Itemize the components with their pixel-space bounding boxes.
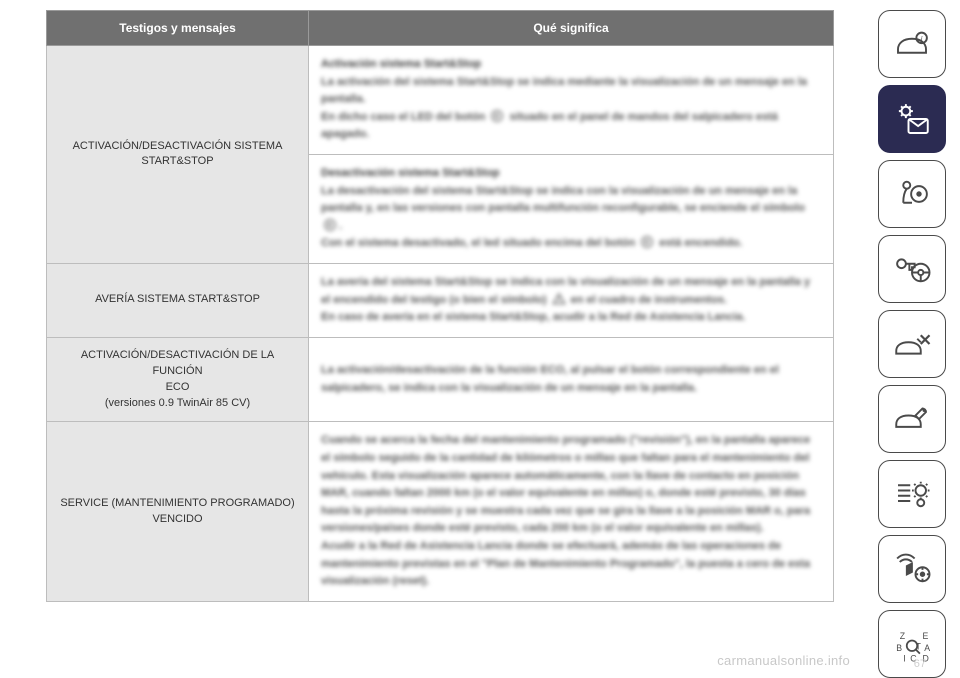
table-row-label: SERVICE (MANTENIMIENTO PROGRAMADO)VENCID… <box>47 422 309 601</box>
warnings-table: Testigos y mensajes Qué significa ACTIVA… <box>46 10 834 602</box>
warning-lights-icon[interactable] <box>878 85 946 153</box>
maintenance-icon[interactable] <box>878 385 946 453</box>
alphabet-index-icon[interactable]: ZEBAICDT <box>878 610 946 678</box>
svg-text:Z: Z <box>900 631 906 641</box>
svg-text:I: I <box>903 654 905 664</box>
svg-text:A: A <box>924 643 930 653</box>
start-stop-icon <box>640 235 654 249</box>
svg-text:E: E <box>923 631 929 641</box>
sidebar-nav: iZEBAICDT <box>878 10 946 678</box>
key-steering-icon[interactable] <box>878 235 946 303</box>
media-nav-icon[interactable] <box>878 535 946 603</box>
svg-text:i: i <box>921 34 923 43</box>
settings-list-icon[interactable] <box>878 460 946 528</box>
table-row-label: ACTIVACIÓN/DESACTIVACIÓN SISTEMASTART&ST… <box>47 46 309 264</box>
table-row-content: La avería del sistema Start&Stop se indi… <box>309 263 834 337</box>
start-stop-icon <box>323 218 337 232</box>
table-row-content: Activación sistema Start&StopLa activaci… <box>309 46 834 155</box>
airbag-icon[interactable] <box>878 160 946 228</box>
start-stop-icon <box>490 109 504 123</box>
content-area: Testigos y mensajes Qué significa ACTIVA… <box>46 10 834 602</box>
table-row-label: AVERÍA SISTEMA START&STOP <box>47 263 309 337</box>
footer-url: carmanualsonline.info <box>717 653 850 668</box>
svg-text:B: B <box>896 643 902 653</box>
info-icon[interactable]: i <box>878 10 946 78</box>
collision-icon[interactable] <box>878 310 946 378</box>
col-header-right: Qué significa <box>309 11 834 46</box>
table-row-content: La activación/desactivación de la funció… <box>309 337 834 422</box>
table-row-content: Cuando se acerca la fecha del mantenimie… <box>309 422 834 601</box>
col-header-left: Testigos y mensajes <box>47 11 309 46</box>
table-row-content: Desactivación sistema Start&StopLa desac… <box>309 154 834 263</box>
table-row-label: ACTIVACIÓN/DESACTIVACIÓN DE LA FUNCIÓNEC… <box>47 337 309 422</box>
page-number: 67 <box>914 658 926 670</box>
warning-triangle-icon <box>552 292 566 306</box>
